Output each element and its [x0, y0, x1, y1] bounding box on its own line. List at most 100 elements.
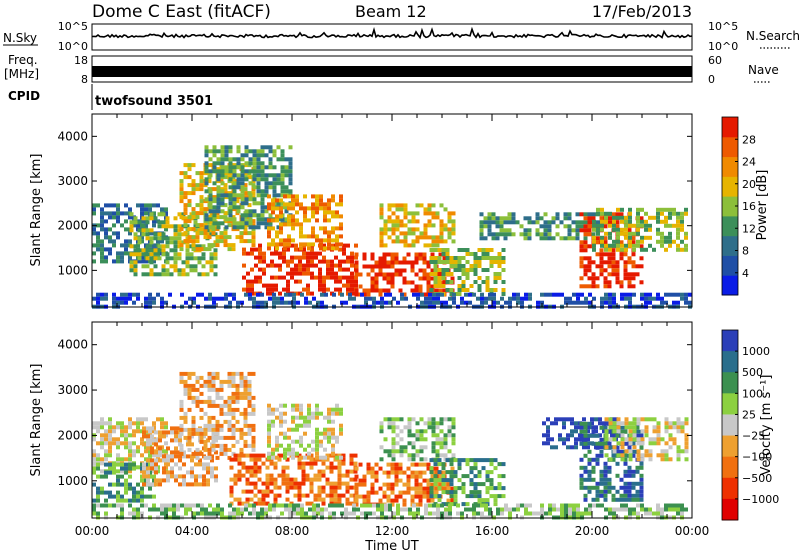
- data-cell: [398, 268, 403, 273]
- data-cell: [556, 292, 560, 297]
- data-cell: [232, 221, 237, 226]
- data-cell: [473, 280, 478, 284]
- data-cell: [235, 383, 240, 388]
- data-cell: [366, 498, 371, 503]
- data-cell: [611, 497, 616, 502]
- data-cell: [639, 280, 644, 285]
- data-cell: [322, 287, 326, 292]
- data-cell: [345, 469, 350, 474]
- data-cell: [156, 507, 160, 512]
- data-cell: [433, 256, 438, 260]
- data-cell: [432, 300, 436, 305]
- data-cell: [334, 263, 338, 268]
- data-cell: [206, 438, 210, 443]
- data-cell: [668, 215, 672, 220]
- data-cell: [96, 239, 100, 244]
- data-cell: [587, 212, 592, 217]
- data-cell: [493, 280, 498, 284]
- data-cell: [435, 433, 440, 438]
- data-cell: [607, 252, 612, 257]
- data-cell: [414, 462, 419, 467]
- data-cell: [439, 445, 444, 450]
- data-cell: [233, 453, 238, 458]
- data-cell: [374, 490, 379, 495]
- data-cell: [202, 478, 206, 483]
- data-cell: [183, 203, 188, 208]
- data-cell: [493, 288, 498, 292]
- data-cell: [220, 209, 225, 214]
- data-cell: [275, 443, 279, 448]
- data-cell: [620, 503, 624, 508]
- data-cell: [287, 206, 291, 211]
- data-cell: [441, 462, 446, 467]
- data-cell: [489, 470, 494, 475]
- data-cell: [660, 243, 664, 248]
- data-cell: [199, 207, 204, 212]
- data-cell: [485, 498, 490, 503]
- data-cell: [317, 477, 322, 482]
- data-cell: [508, 507, 512, 512]
- data-cell: [542, 421, 546, 426]
- data-cell: [383, 243, 388, 248]
- data-cell: [212, 161, 217, 166]
- data-cell: [477, 470, 482, 475]
- data-cell: [380, 507, 384, 512]
- data-cell: [652, 215, 656, 220]
- data-cell: [676, 429, 681, 434]
- data-cell: [204, 507, 208, 512]
- data-cell: [240, 153, 245, 158]
- data-cell: [477, 498, 482, 503]
- data-cell: [664, 507, 668, 512]
- data-cell: [449, 264, 454, 268]
- data-cell: [512, 292, 516, 297]
- data-cell: [132, 466, 136, 471]
- data-cell: [235, 395, 240, 400]
- data-cell: [305, 477, 310, 482]
- data-cell: [179, 215, 184, 220]
- data-cell: [262, 283, 266, 288]
- data-cell: [428, 296, 432, 301]
- data-cell: [210, 458, 214, 463]
- data-cell: [543, 228, 548, 233]
- data-cell: [342, 247, 346, 252]
- data-cell: [191, 187, 196, 192]
- data-cell: [215, 215, 220, 220]
- data-cell: [400, 296, 404, 301]
- data-cell: [124, 462, 128, 467]
- data-cell: [269, 481, 274, 486]
- data-cell: [567, 236, 572, 241]
- data-cell: [203, 427, 208, 432]
- data-cell: [636, 511, 640, 516]
- data-cell: [387, 219, 392, 224]
- data-cell: [136, 429, 140, 434]
- data-cell: [354, 264, 359, 269]
- data-cell: [209, 252, 214, 257]
- data-cell: [108, 437, 112, 442]
- data-cell: [203, 383, 208, 388]
- data-cell: [337, 469, 342, 474]
- data-cell: [92, 243, 96, 248]
- data-cell: [623, 429, 628, 434]
- data-cell: [276, 296, 280, 301]
- data-cell: [574, 421, 578, 426]
- data-cell: [187, 227, 192, 232]
- data-cell: [215, 243, 220, 248]
- data-cell: [624, 507, 628, 512]
- data-cell: [314, 263, 318, 268]
- data-cell: [240, 511, 244, 516]
- data-cell: [620, 247, 624, 252]
- data-cell: [330, 263, 334, 268]
- data-cell: [396, 503, 400, 508]
- data-cell: [612, 296, 616, 301]
- data-cell: [354, 252, 359, 257]
- data-cell: [439, 441, 444, 446]
- data-cell: [211, 243, 216, 248]
- data-cell: [445, 280, 450, 284]
- data-cell: [472, 292, 476, 297]
- data-cell: [124, 433, 128, 438]
- data-cell: [251, 243, 256, 248]
- data-cell: [265, 489, 270, 494]
- data-cell: [219, 411, 224, 416]
- data-cell: [307, 407, 311, 412]
- data-cell: [124, 296, 128, 301]
